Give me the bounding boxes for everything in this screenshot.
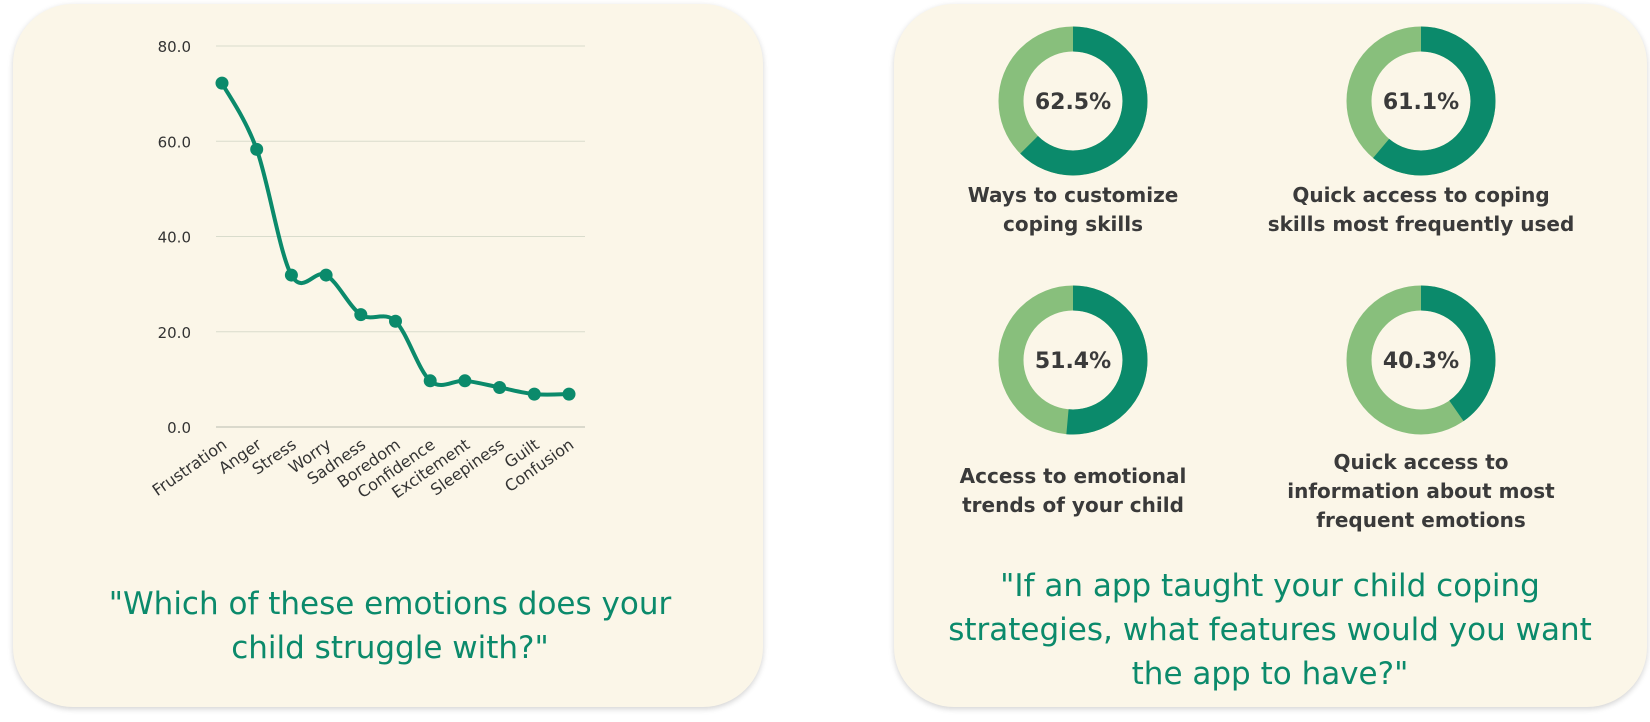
- donut-caption-line: coping skills: [1003, 212, 1143, 236]
- question-emotions: "Which of these emotions does your child…: [108, 586, 672, 666]
- donut-caption-line: Quick access to: [1333, 450, 1509, 474]
- donut-percent-label: 51.4%: [1035, 349, 1111, 374]
- donut-caption: Access to emotional trends of your child: [913, 462, 1233, 520]
- donut-caption-line: Ways to customize: [967, 183, 1179, 207]
- donut-caption-line: trends of your child: [962, 493, 1184, 517]
- y-tick-label: 60.0: [158, 133, 191, 151]
- emotions-chart-card: [13, 4, 763, 707]
- y-tick-label: 20.0: [158, 324, 191, 342]
- donut-caption-line: Access to emotional: [959, 464, 1187, 488]
- y-tick-label: 80.0: [158, 38, 191, 56]
- data-point: [284, 268, 298, 282]
- donut-percent-label: 62.5%: [1035, 90, 1111, 115]
- data-point: [458, 374, 472, 388]
- data-point: [250, 142, 264, 156]
- y-tick-label: 40.0: [158, 229, 191, 247]
- series-line: [220, 82, 570, 397]
- donut-value-arc: [1346, 26, 1496, 176]
- data-point: [354, 308, 368, 322]
- data-point: [493, 380, 507, 394]
- y-tick-label: 0.0: [167, 419, 191, 437]
- donut-percent-label: 40.3%: [1383, 349, 1459, 374]
- donut-caption: Quick access to information about most fre…: [1261, 448, 1581, 535]
- donut-value-arc: [998, 285, 1148, 435]
- donut-value-arc: [1346, 285, 1496, 435]
- question-app-features: "If an app taught your child coping stra…: [948, 568, 1592, 692]
- data-point: [215, 76, 229, 90]
- donut-caption-line: frequent emotions: [1316, 508, 1526, 532]
- donut-percent-label: 61.1%: [1383, 90, 1459, 115]
- donut-caption: Ways to customize coping skills: [913, 181, 1233, 239]
- donut-caption: Quick access to coping skills most freque…: [1261, 181, 1581, 239]
- data-point: [389, 314, 402, 328]
- features-donut-charts: 62.5% 61.1% 51.4% 40.3%: [998, 26, 1496, 435]
- donut-caption-line: Quick access to coping: [1292, 183, 1550, 207]
- emotions-line-chart: 0.020.040.060.080.0FrustrationAngerStres…: [149, 38, 585, 502]
- data-point: [562, 387, 576, 401]
- donut-value-arc: [998, 26, 1148, 176]
- data-point: [423, 374, 437, 388]
- data-point: [527, 387, 541, 401]
- donut-caption-line: skills most frequently used: [1267, 212, 1575, 236]
- data-point: [319, 268, 333, 282]
- donut-caption-line: information about most: [1287, 479, 1555, 503]
